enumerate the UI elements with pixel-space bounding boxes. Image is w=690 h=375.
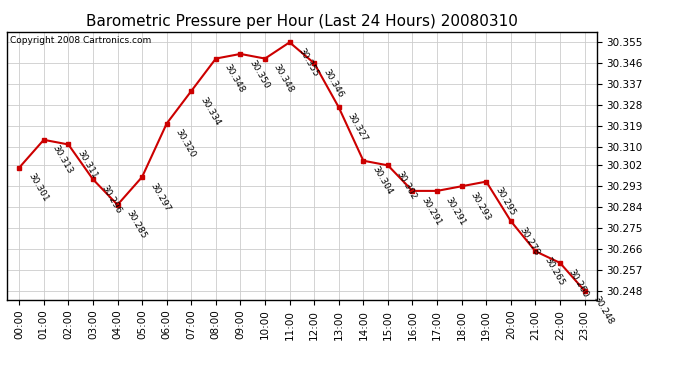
Text: 30.296: 30.296	[100, 183, 124, 215]
Text: 30.311: 30.311	[75, 148, 99, 180]
Text: 30.348: 30.348	[272, 63, 295, 94]
Text: 30.248: 30.248	[591, 295, 615, 327]
Text: 30.297: 30.297	[149, 181, 172, 213]
Text: 30.260: 30.260	[567, 267, 591, 299]
Text: 30.291: 30.291	[420, 195, 443, 227]
Text: 30.278: 30.278	[518, 225, 541, 257]
Text: 30.355: 30.355	[297, 46, 320, 78]
Text: 30.346: 30.346	[321, 68, 344, 99]
Text: 30.348: 30.348	[223, 63, 246, 94]
Text: 30.295: 30.295	[493, 186, 517, 218]
Text: 30.291: 30.291	[444, 195, 468, 227]
Text: 30.301: 30.301	[26, 172, 50, 204]
Text: 30.350: 30.350	[248, 58, 271, 90]
Title: Barometric Pressure per Hour (Last 24 Hours) 20080310: Barometric Pressure per Hour (Last 24 Ho…	[86, 14, 518, 29]
Text: 30.265: 30.265	[542, 255, 566, 287]
Text: Copyright 2008 Cartronics.com: Copyright 2008 Cartronics.com	[10, 36, 151, 45]
Text: 30.285: 30.285	[124, 209, 148, 241]
Text: 30.320: 30.320	[174, 128, 197, 159]
Text: 30.302: 30.302	[395, 170, 418, 201]
Text: 30.334: 30.334	[198, 95, 221, 127]
Text: 30.293: 30.293	[469, 190, 492, 222]
Text: 30.327: 30.327	[346, 111, 369, 143]
Text: 30.304: 30.304	[371, 165, 394, 196]
Text: 30.313: 30.313	[51, 144, 75, 176]
